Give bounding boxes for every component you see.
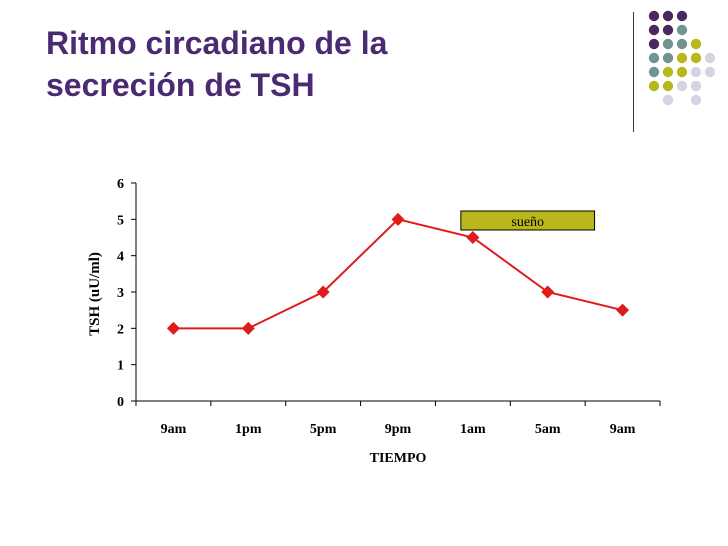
decor-dot <box>704 66 716 78</box>
sleep-annotation: sueño <box>460 210 596 231</box>
x-axis: 9am 1pm 5pm 9pm 1am 5am 9am <box>135 400 661 437</box>
decor-dot <box>662 66 674 78</box>
data-point-marker <box>391 212 405 226</box>
decor-dot <box>676 66 688 78</box>
decor-dot <box>662 52 674 64</box>
decor-dot <box>648 80 660 92</box>
decor-dot <box>662 10 674 22</box>
decor-dot <box>648 66 660 78</box>
decor-dot <box>676 80 688 92</box>
x-tick-label: 5pm <box>310 422 337 437</box>
data-point-marker <box>616 303 630 317</box>
decor-dot <box>676 38 688 50</box>
x-tick-label: 1am <box>460 422 486 437</box>
decorative-dot-grid <box>648 10 716 106</box>
tsh-series <box>166 212 630 335</box>
x-tick-label: 9pm <box>385 422 412 437</box>
decor-dot <box>648 10 660 22</box>
decor-dot <box>690 80 702 92</box>
x-tick-label: 9am <box>610 422 636 437</box>
y-tick-label: 3 <box>117 286 124 301</box>
data-point-marker <box>541 285 555 299</box>
decor-dot <box>662 94 674 106</box>
x-axis-label: TIEMPO <box>370 451 427 466</box>
decor-dot <box>676 24 688 36</box>
title-line-2: secreción de TSH <box>46 67 315 103</box>
sleep-annotation-box <box>460 210 596 231</box>
decor-dot <box>690 94 702 106</box>
decor-dot <box>648 24 660 36</box>
decor-dot <box>676 52 688 64</box>
data-point-marker <box>241 321 255 335</box>
decor-dot <box>648 52 660 64</box>
decor-dot <box>676 10 688 22</box>
decor-dot <box>662 24 674 36</box>
data-point-marker <box>166 321 180 335</box>
data-point-marker <box>466 231 480 244</box>
decor-dot <box>690 52 702 64</box>
x-tick-label: 9am <box>161 422 187 437</box>
data-point-marker <box>316 285 330 299</box>
y-axis: 0 1 2 3 4 5 6 <box>117 177 137 410</box>
decor-dot <box>648 38 660 50</box>
series-line <box>173 218 623 330</box>
y-tick-label: 6 <box>117 177 124 192</box>
title-line-1: Ritmo circadiano de la <box>46 25 388 61</box>
divider-line <box>633 12 634 132</box>
slide-title: Ritmo circadiano de la secreción de TSH <box>46 22 566 106</box>
y-axis-label: TSH (uU/ml) <box>87 252 103 336</box>
decor-dot <box>690 38 702 50</box>
sleep-annotation-label: sueño <box>511 215 544 230</box>
y-tick-label: 0 <box>117 395 124 410</box>
decor-dot <box>704 52 716 64</box>
decor-dot <box>662 80 674 92</box>
y-tick-label: 5 <box>117 213 124 228</box>
y-tick-label: 2 <box>117 322 124 337</box>
y-tick-label: 4 <box>117 250 124 265</box>
x-tick-label: 5am <box>535 422 561 437</box>
y-tick-label: 1 <box>117 359 124 374</box>
decor-dot <box>662 38 674 50</box>
x-tick-label: 1pm <box>235 422 262 437</box>
decor-dot <box>690 66 702 78</box>
